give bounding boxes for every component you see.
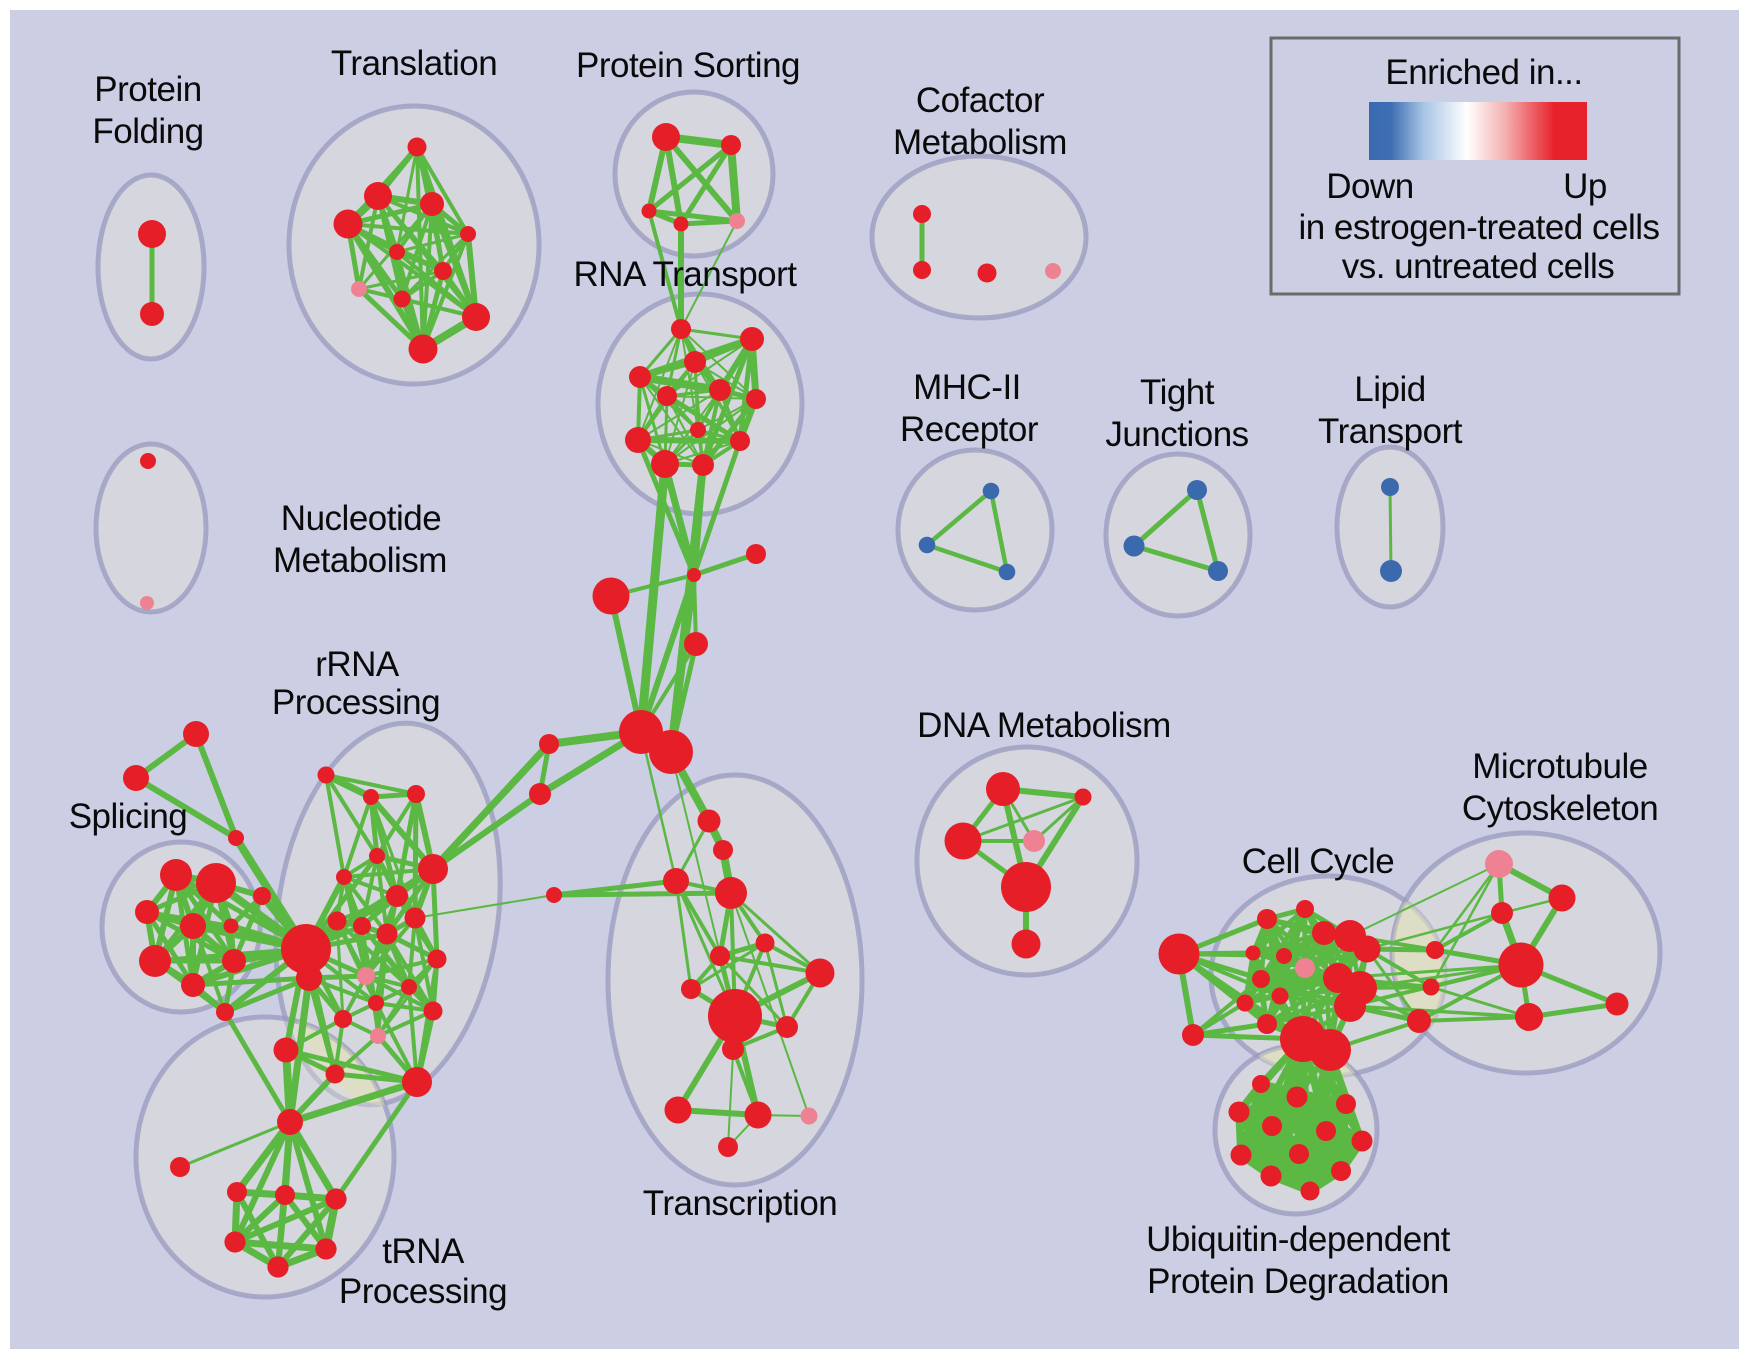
svg-text:Receptor: Receptor [900,410,1039,449]
svg-text:Processing: Processing [339,1272,507,1311]
svg-text:Processing: Processing [272,683,440,722]
svg-text:tRNA: tRNA [382,1232,465,1271]
svg-text:vs. untreated cells: vs. untreated cells [1342,247,1615,286]
svg-text:RNA Transport: RNA Transport [573,255,797,294]
svg-text:Junctions: Junctions [1105,415,1248,454]
svg-text:Enriched in...: Enriched in... [1385,53,1582,92]
svg-text:Transcription: Transcription [643,1184,838,1223]
svg-text:Splicing: Splicing [69,797,188,836]
svg-text:in estrogen-treated cells: in estrogen-treated cells [1298,208,1659,247]
svg-text:Nucleotide: Nucleotide [281,499,441,538]
svg-text:Metabolism: Metabolism [893,123,1067,162]
svg-text:Cofactor: Cofactor [916,81,1045,120]
svg-text:Protein Sorting: Protein Sorting [576,46,800,85]
svg-text:Folding: Folding [92,112,203,151]
svg-text:Cell Cycle: Cell Cycle [1242,842,1395,881]
svg-text:Lipid: Lipid [1354,370,1425,409]
svg-text:MHC-II: MHC-II [913,368,1021,407]
svg-text:Metabolism: Metabolism [273,541,447,580]
svg-text:Cytoskeleton: Cytoskeleton [1462,789,1658,828]
svg-text:Transport: Transport [1318,412,1463,451]
svg-text:Protein: Protein [94,70,201,109]
svg-text:rRNA: rRNA [315,645,400,684]
svg-text:Tight: Tight [1140,373,1215,412]
svg-text:Ubiquitin-dependent: Ubiquitin-dependent [1146,1220,1451,1259]
svg-text:DNA Metabolism: DNA Metabolism [917,706,1171,745]
svg-text:Up: Up [1563,167,1607,206]
svg-text:Down: Down [1326,167,1413,206]
svg-text:Microtubule: Microtubule [1472,747,1647,786]
svg-text:Translation: Translation [331,44,497,83]
svg-text:Protein Degradation: Protein Degradation [1147,1262,1449,1301]
